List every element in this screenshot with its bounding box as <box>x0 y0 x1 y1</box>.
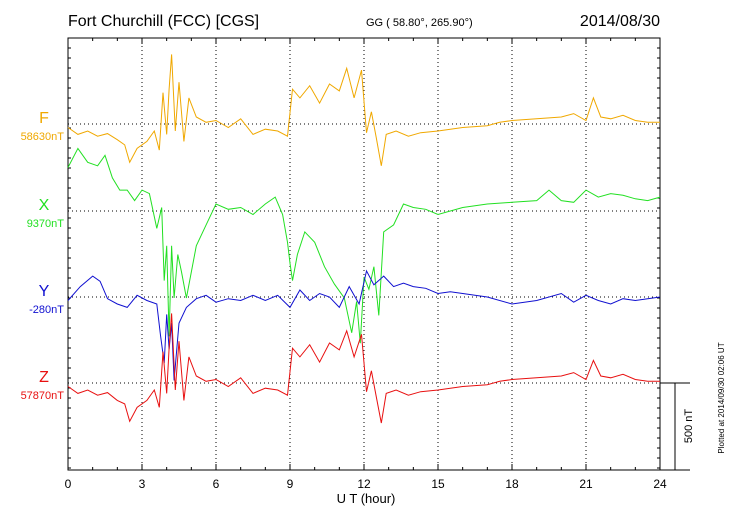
series-name-z: Z <box>39 369 49 386</box>
chart-title: Fort Churchill (FCC) [CGS] <box>68 13 259 30</box>
x-tick-label: 21 <box>579 477 593 491</box>
date-label: 2014/08/30 <box>580 13 660 30</box>
series-name-y: Y <box>39 283 50 300</box>
scale-bar: 500 nT <box>660 383 695 470</box>
x-tick-label: 15 <box>431 477 445 491</box>
series-baseline-f: 58630nT <box>21 131 65 143</box>
x-tick-labels: 0 3 6 9 12 15 18 21 24 <box>65 477 667 491</box>
x-tick-label: 24 <box>653 477 667 491</box>
x-axis-label: U T (hour) <box>337 491 396 506</box>
series-line-x <box>68 148 660 343</box>
x-tick-label: 12 <box>357 477 371 491</box>
x-tick-label: 3 <box>139 477 146 491</box>
plotted-note: Plotted at 2014/09/30 02:06 UT <box>717 342 726 453</box>
scale-bar-label: 500 nT <box>683 409 695 444</box>
series-baseline-x: 9370nT <box>27 218 65 230</box>
x-tick-label: 9 <box>287 477 294 491</box>
x-tick-label: 6 <box>213 477 220 491</box>
x-tick-label: 18 <box>505 477 519 491</box>
series-baseline-z: 57870nT <box>21 390 65 402</box>
series-baseline-y: -280nT <box>29 304 64 316</box>
series-labels: F 58630nT X 9370nT Y -280nT Z 57870nT <box>21 110 65 402</box>
series-name-x: X <box>39 197 50 214</box>
coords-label: GG ( 58.80°, 265.90°) <box>366 17 473 29</box>
x-tick-label: 0 <box>65 477 72 491</box>
series-name-f: F <box>39 110 49 127</box>
